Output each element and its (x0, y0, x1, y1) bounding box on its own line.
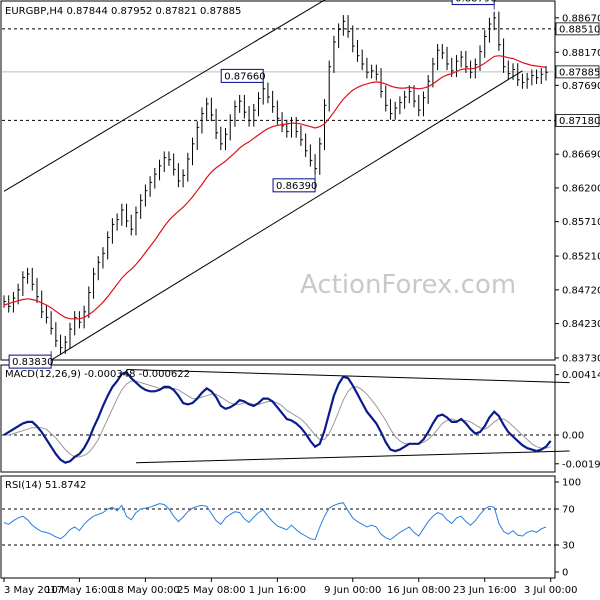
x-tick-label: 10 May 16:00 (45, 585, 114, 596)
price-annotation-label: 0.87660 (224, 71, 265, 82)
price-y-tick-label: 0.84720 (562, 285, 600, 296)
price-hline-label-box (555, 114, 600, 127)
rsi-header: RSI(14) 51.8742 (5, 480, 86, 491)
rsi-panel-frame (0, 475, 556, 579)
macd-header: MACD(12,26,9) -0.000348 -0.000622 (5, 369, 190, 380)
macd-y-tick-label: -0.001972 (562, 459, 600, 470)
macd-line (3, 371, 552, 464)
price-panel-frame (0, 0, 556, 361)
price-y-tick-label: 0.87690 (562, 81, 600, 92)
price-annotation-label: 0.88790 (455, 0, 496, 5)
macd-panel: 0.004145 0.00 -0.001972 (2, 368, 600, 470)
price-hline-label-box (555, 22, 600, 36)
price-header: EURGBP,H4 0.87844 0.87952 0.87821 0.8788… (5, 6, 241, 17)
rsi-y-tick-label: 100 (562, 478, 581, 489)
price-annotation-label: 0.86390 (276, 181, 317, 192)
channel-lower-line (50, 70, 523, 361)
x-tick-label: 3 May 2017 (4, 585, 63, 596)
rsi-y-tick-label: 0 (562, 568, 568, 579)
x-tick-label: 3 Jul 00:00 (524, 585, 578, 596)
rsi-line (3, 502, 547, 541)
macd-panel-frame (0, 364, 556, 473)
price-y-tick-label: 0.83730 (562, 354, 600, 365)
last-price-label: 0.87885 (559, 67, 600, 78)
price-annotation-label: 0.83830 (12, 357, 53, 368)
watermark: ActionForex.com (300, 270, 516, 300)
x-tick-label: 18 May 00:00 (111, 585, 180, 596)
channel-upper-line (3, 0, 326, 192)
price-moving-average-line (3, 55, 547, 320)
last-price-label-box (555, 65, 600, 79)
x-tick-label: 23 Jun 16:00 (453, 585, 517, 596)
price-y-tick-label: 0.86690 (562, 150, 600, 161)
price-y-tick-label: 0.84230 (562, 319, 600, 330)
price-annotation-box (272, 178, 316, 193)
price-y-tick-label: 0.85710 (562, 217, 600, 228)
price-y-tick-label: 0.85210 (562, 252, 600, 263)
price-annotation-box (220, 68, 264, 83)
macd-trendline (135, 450, 570, 464)
price-y-tick-label: 0.86200 (562, 183, 600, 194)
rsi-panel: 100 70 30 0 (2, 478, 581, 579)
price-y-tick-label: 0.88670 (562, 13, 600, 24)
price-annotation-box (451, 0, 495, 6)
rsi-y-tick-label: 70 (562, 505, 575, 516)
price-hline-label: 0.88510 (559, 24, 600, 35)
macd-y-tick-label: 0.004145 (562, 370, 600, 381)
price-y-tick-label: 0.88170 (562, 48, 600, 59)
price-panel: 0.88670 0.88170 0.87690 0.87180 0.86690 0.862… (2, 0, 600, 369)
macd-trendline (126, 368, 570, 384)
x-tick-label: 25 May 08:00 (177, 585, 246, 596)
x-tick-label: 16 Jun 08:00 (387, 585, 451, 596)
x-tick-label: 1 Jun 16:00 (249, 585, 306, 596)
x-tick-label: 9 Jun 00:00 (324, 585, 381, 596)
macd-y-tick-label: 0.00 (562, 431, 584, 442)
price-hline-label: 0.87180 (559, 116, 600, 127)
price-annotation-box (8, 354, 52, 369)
rsi-y-tick-label: 30 (562, 541, 575, 552)
